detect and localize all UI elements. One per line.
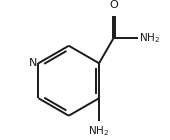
- Bar: [30, 60, 36, 67]
- Text: NH$_2$: NH$_2$: [139, 31, 160, 45]
- Text: N: N: [29, 58, 37, 68]
- Text: NH$_2$: NH$_2$: [88, 124, 110, 138]
- Text: O: O: [109, 0, 118, 10]
